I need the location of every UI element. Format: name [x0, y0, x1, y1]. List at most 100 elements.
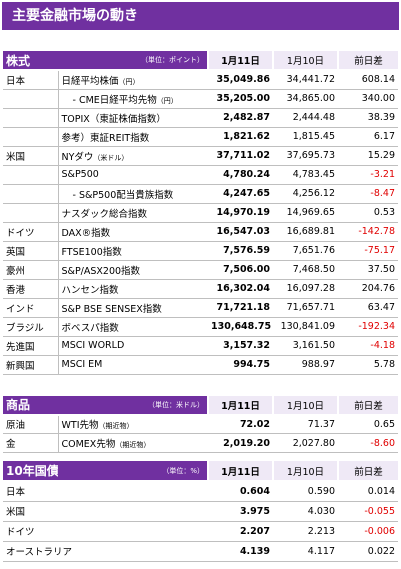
value-cell: 37.50: [338, 260, 398, 280]
section-title: 株式: [3, 51, 58, 71]
value-cell: 4.117: [273, 541, 338, 562]
instrument-name: MSCI EM: [57, 355, 208, 375]
region: 米国: [3, 501, 208, 522]
data-row: 米国 3.975 4.030 -0.055: [3, 501, 398, 522]
region: ブラジル: [3, 317, 58, 337]
data-row: TOPIX（東証株価指数） 2,482.87 2,444.48 38.39: [3, 108, 398, 128]
value-cell: 37,695.73: [273, 146, 338, 166]
value-cell: 14,969.65: [273, 203, 338, 223]
value-cell: 4,247.65: [208, 184, 273, 204]
value-cell: -142.78: [338, 222, 398, 242]
instrument-label: ナスダック総合指数: [61, 208, 148, 220]
instrument-label: WTI先物: [61, 420, 99, 432]
data-row: 新興国 MSCI EM 994.75 988.97 5.78: [3, 355, 398, 375]
instrument-name: ナスダック総合指数: [57, 203, 208, 223]
section-title: 商品: [3, 395, 58, 416]
instrument-label: 日経平均株価: [61, 75, 119, 87]
value-cell: -0.006: [338, 521, 398, 542]
value-cell: 14,970.19: [208, 203, 273, 223]
region: ドイツ: [3, 222, 58, 242]
value-cell: 6.17: [338, 127, 398, 147]
value-cell: -3.21: [338, 165, 398, 185]
value-cell: 63.47: [338, 298, 398, 318]
data-row: 英国 FTSE100指数 7,576.59 7,651.76 -75.17: [3, 241, 398, 261]
section-unit: （単位：%）: [58, 461, 208, 482]
column-header: 1月10日: [272, 395, 338, 416]
data-row: - CME日経平均先物（円） 35,205.00 34,865.00 340.00: [3, 89, 398, 109]
section-unit: （単位：米ドル）: [58, 395, 208, 416]
column-header: 前日差: [337, 395, 398, 416]
value-cell: 4,780.24: [208, 165, 273, 185]
instrument-label: DAX®指数: [61, 227, 111, 239]
section-title: 10年国債利回り: [3, 461, 58, 482]
value-cell: 7,576.59: [208, 241, 273, 261]
instrument-name: S&P/ASX200指数: [57, 260, 208, 280]
region: 新興国: [3, 355, 58, 375]
value-cell: 0.53: [338, 203, 398, 223]
column-header: 前日差: [337, 51, 398, 71]
data-row: インド S&P BSE SENSEX指数 71,721.18 71,657.71 63.…: [3, 298, 398, 318]
value-cell: 2.207: [208, 521, 273, 542]
value-cell: 4,783.45: [273, 165, 338, 185]
instrument-name: - CME日経平均先物（円）: [57, 89, 208, 109]
value-cell: 35,205.00: [208, 89, 273, 109]
value-cell: 7,651.76: [273, 241, 338, 261]
region: [3, 184, 58, 204]
column-header: 1月10日: [272, 51, 338, 71]
value-cell: 16,302.04: [208, 279, 273, 299]
value-cell: 340.00: [338, 89, 398, 109]
data-row: S&P500 4,780.24 4,783.45 -3.21: [3, 165, 398, 185]
region: 日本: [3, 481, 208, 502]
instrument-name: TOPIX（東証株価指数）: [57, 108, 208, 128]
region: 豪州: [3, 260, 58, 280]
instrument-name: FTSE100指数: [57, 241, 208, 261]
data-row: 日本 日経平均株価（円） 35,049.86 34,441.72 608.14: [3, 70, 398, 90]
value-cell: 34,441.72: [273, 70, 338, 90]
value-cell: 16,547.03: [208, 222, 273, 242]
data-row: 豪州 S&P/ASX200指数 7,506.00 7,468.50 37.50: [3, 260, 398, 280]
value-cell: 72.02: [208, 414, 273, 434]
value-cell: 130,648.75: [208, 317, 273, 337]
region: 日本: [3, 70, 58, 90]
value-cell: 4.030: [273, 501, 338, 522]
data-row: 日本 0.604 0.590 0.014: [3, 481, 398, 502]
instrument-name: S&P BSE SENSEX指数: [57, 298, 208, 318]
value-cell: 2,019.20: [208, 433, 273, 453]
value-cell: 0.604: [208, 481, 273, 502]
value-cell: 994.75: [208, 355, 273, 375]
instrument-label: ボベスパ指数: [61, 322, 119, 334]
region: インド: [3, 298, 58, 318]
value-cell: 608.14: [338, 70, 398, 90]
instrument-label: - CME日経平均先物: [72, 94, 157, 106]
value-cell: 3,161.50: [273, 336, 338, 356]
instrument-name: 参考）東証REIT指数: [57, 127, 208, 147]
instrument-label: MSCI WORLD: [61, 340, 125, 351]
value-cell: 4,256.12: [273, 184, 338, 204]
value-cell: -0.055: [338, 501, 398, 522]
data-row: 原油 WTI先物（期近物） 72.02 71.37 0.65: [3, 414, 398, 434]
instrument-unit: （米ドル）: [93, 153, 129, 162]
instrument-unit: （円）: [118, 77, 140, 86]
value-cell: 130,841.09: [273, 317, 338, 337]
instrument-label: ハンセン指数: [61, 284, 119, 296]
value-cell: 16,689.81: [273, 222, 338, 242]
section-header: 商品 （単位：米ドル） 1月11日 1月10日 前日差: [3, 395, 398, 416]
value-cell: 37,711.02: [208, 146, 273, 166]
value-cell: 34,865.00: [273, 89, 338, 109]
value-cell: 2,482.87: [208, 108, 273, 128]
region: 金: [3, 433, 58, 453]
region: オーストラリア: [3, 541, 208, 562]
value-cell: -8.60: [338, 433, 398, 453]
instrument-label: MSCI EM: [61, 359, 103, 370]
value-cell: 204.76: [338, 279, 398, 299]
instrument-name: COMEX先物（期近物）: [57, 433, 208, 453]
region: 英国: [3, 241, 58, 261]
data-row: ナスダック総合指数 14,970.19 14,969.65 0.53: [3, 203, 398, 223]
region: [3, 108, 58, 128]
tables: 株式 （単位：ポイント） 1月11日 1月10日 前日差 日本 日経平均株価（円） 35,04…: [0, 51, 401, 562]
value-cell: 0.014: [338, 481, 398, 502]
data-row: 先進国 MSCI WORLD 3,157.32 3,161.50 -4.18: [3, 336, 398, 356]
value-cell: 4.139: [208, 541, 273, 562]
data-row: - S&P500配当貴族指数 4,247.65 4,256.12 -8.47: [3, 184, 398, 204]
